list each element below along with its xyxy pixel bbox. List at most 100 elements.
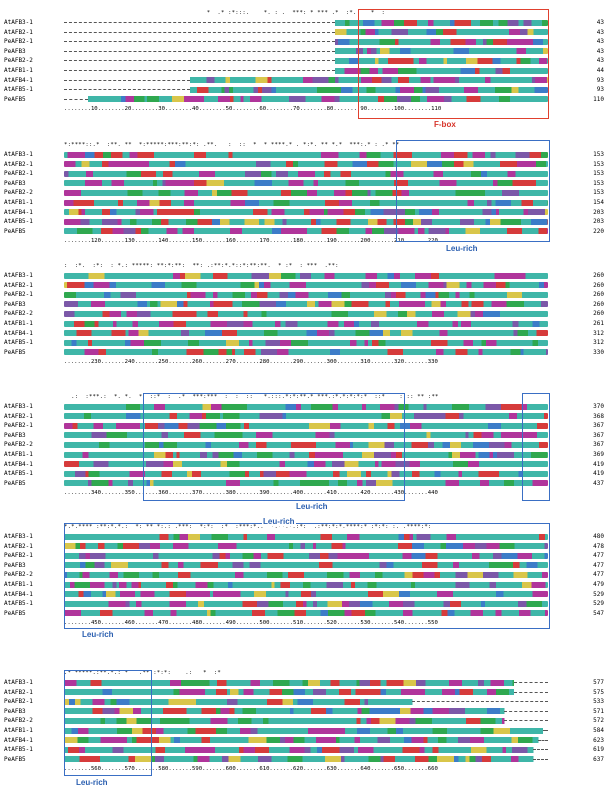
protein-name: AtAFB2-1 <box>4 281 33 289</box>
sequence-track <box>64 552 548 559</box>
sequence-row: PeAFB2-2 43 <box>0 57 608 64</box>
sequence-track <box>64 610 548 617</box>
protein-name: AtAFB1-1 <box>4 320 33 327</box>
sequence-row: PeAFB5 547 <box>0 610 608 617</box>
residue-count: 312 <box>593 329 604 337</box>
protein-name: PeAFB2-2 <box>4 441 33 449</box>
gap-dashes <box>64 98 89 100</box>
sequence-row: AtAFB5-1 93 <box>0 86 608 93</box>
protein-name: PeAFB2-1 <box>4 170 33 178</box>
residue-count: 44 <box>596 67 604 74</box>
protein-name: AtAFB3-1 <box>4 19 33 26</box>
residue-count: 43 <box>596 38 604 46</box>
sequence-row: PeAFB3 43 <box>0 48 608 55</box>
gap-dashes <box>538 739 548 741</box>
consensus-line: * .* :*:::. *. : . ***: * *** .* :*. * : <box>64 10 386 16</box>
sequence-row: AtAFB1-1 584 <box>0 727 608 734</box>
residue-count: 529 <box>593 590 604 598</box>
protein-name: PeAFB5 <box>4 609 26 617</box>
residue-count: 261 <box>593 320 604 327</box>
position-ruler: ........450.......460.......470.......48… <box>64 620 438 627</box>
sequence-row: AtAFB3-1 260 <box>0 272 608 279</box>
residue-count: 479 <box>593 581 604 588</box>
sequence-track <box>64 562 548 569</box>
sequence-track <box>64 96 548 103</box>
sequence-row: AtAFB4-1 419 <box>0 461 608 468</box>
residue-count: 43 <box>596 19 604 26</box>
protein-name: PeAFB2-2 <box>4 717 33 725</box>
sequence-row: PeAFB2-1 43 <box>0 38 608 45</box>
sequence-row: AtAFB1-1 154 <box>0 199 608 206</box>
consensus-line: .* *****.:**.*.: * .** :*:*: .: * :* <box>64 670 221 676</box>
sequence-track <box>64 727 548 734</box>
residue-count: 203 <box>593 208 604 216</box>
sequence-row: AtAFB3-1 370 <box>0 403 608 410</box>
sequence-track <box>64 756 548 763</box>
sequence-row: PeAFB2-2 260 <box>0 310 608 317</box>
residue-count: 477 <box>593 552 604 560</box>
protein-name: PeAFB5 <box>4 479 26 487</box>
gap-dashes <box>64 89 190 91</box>
residue-count: 619 <box>593 746 604 754</box>
sequence-track <box>64 151 548 158</box>
residue-count: 153 <box>593 160 604 168</box>
residue-count: 153 <box>593 179 604 187</box>
residue-count: 437 <box>593 479 604 487</box>
leu-rich-box-4 <box>64 523 550 629</box>
residue-count: 203 <box>593 218 604 226</box>
protein-name: AtAFB1-1 <box>4 451 33 458</box>
protein-name: AtAFB3-1 <box>4 533 33 540</box>
sequence-track <box>64 422 548 429</box>
residue-count: 220 <box>593 227 604 235</box>
gap-dashes <box>64 70 336 71</box>
protein-name: PeAFB3 <box>4 300 26 308</box>
sequence-track <box>64 581 548 588</box>
protein-name: PeAFB2-2 <box>4 310 33 318</box>
sequence-row: PeAFB2-2 153 <box>0 189 608 196</box>
sequence-row: PeAFB5 110 <box>0 96 608 103</box>
sequence-row: AtAFB5-1 419 <box>0 470 608 477</box>
residue-count: 575 <box>593 688 604 696</box>
residue-count: 110 <box>593 95 604 103</box>
residue-count: 480 <box>593 533 604 540</box>
protein-name: AtAFB1-1 <box>4 727 33 734</box>
protein-name: AtAFB1-1 <box>4 199 33 206</box>
protein-name: AtAFB5-1 <box>4 470 33 478</box>
protein-name: AtAFB4-1 <box>4 736 33 744</box>
sequence-row: PeAFB2-2 477 <box>0 571 608 578</box>
protein-name: AtAFB5-1 <box>4 746 33 754</box>
residue-count: 260 <box>593 300 604 308</box>
protein-name: PeAFB2-1 <box>4 422 33 430</box>
sequence-track <box>64 543 548 550</box>
leu-rich-label-5: Leu-rich <box>76 778 108 787</box>
sequence-row: PeAFB2-1 260 <box>0 291 608 298</box>
residue-count: 260 <box>593 281 604 289</box>
sequence-track <box>64 199 548 206</box>
sequence-row: AtAFB5-1 529 <box>0 600 608 607</box>
sequence-track <box>64 161 548 168</box>
protein-name: PeAFB2-2 <box>4 571 33 579</box>
sequence-track <box>64 698 548 705</box>
sequence-track <box>64 717 548 724</box>
sequence-row: AtAFB1-1 479 <box>0 581 608 588</box>
sequence-track <box>64 180 548 187</box>
leu-rich-box-2 <box>143 393 405 501</box>
sequence-track <box>64 461 548 468</box>
protein-name: AtAFB5-1 <box>4 600 33 608</box>
sequence-track <box>64 189 548 196</box>
protein-name: AtAFB2-1 <box>4 542 33 550</box>
sequence-row: AtAFB1-1 261 <box>0 320 608 327</box>
sequence-row: AtAFB2-1 43 <box>0 29 608 36</box>
protein-name: AtAFB1-1 <box>4 581 33 588</box>
sequence-track <box>64 403 548 410</box>
sequence-row: PeAFB5 437 <box>0 480 608 487</box>
protein-name: PeAFB5 <box>4 348 26 356</box>
gap-dashes <box>504 720 548 722</box>
residue-count: 637 <box>593 755 604 763</box>
sequence-track <box>64 77 548 84</box>
sequence-track <box>64 480 548 487</box>
protein-name: PeAFB2-2 <box>4 57 33 65</box>
leu-rich-label-2: Leu-rich <box>296 502 328 511</box>
protein-name: PeAFB5 <box>4 95 26 103</box>
position-ruler: ........560.......570.......580.......59… <box>64 766 438 773</box>
